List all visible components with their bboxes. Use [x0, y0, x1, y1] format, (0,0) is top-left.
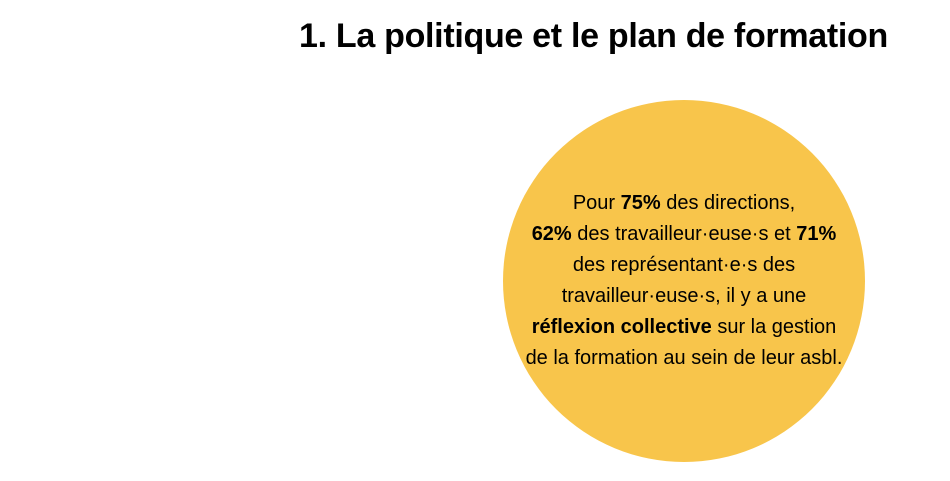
statistic-statement: Pour 75% des directions, 62% des travaill…: [519, 188, 849, 374]
statement-text: Pour: [572, 192, 621, 214]
statement-text: des directions,: [660, 192, 796, 214]
stat-directions: 75%: [620, 192, 661, 214]
statement-text: sur la gestion de la formation au sein d…: [525, 316, 843, 369]
statement-text: des représentant·e·s des travailleur·eus…: [561, 254, 807, 307]
statement-text: des travailleur·euse·s et: [571, 223, 797, 245]
stat-workers: 62%: [531, 223, 572, 245]
statistic-circle: Pour 75% des directions, 62% des travaill…: [503, 100, 865, 462]
statement-highlight: réflexion collective: [531, 316, 712, 338]
page-title: 1. La politique et le plan de formation: [298, 17, 888, 55]
stat-representatives: 71%: [796, 223, 837, 245]
